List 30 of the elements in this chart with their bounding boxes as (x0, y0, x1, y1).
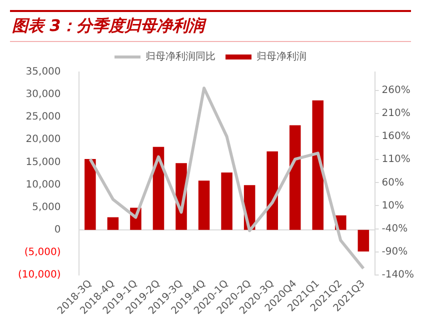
legend-label: 归母净利润 (256, 50, 306, 63)
y2-tick-label: 60% (382, 177, 404, 188)
bar (289, 125, 301, 230)
y-tick-label: 0 (54, 224, 61, 236)
y-tick-label: 20,000 (26, 134, 61, 146)
y-tick-label: 5,000 (32, 202, 61, 213)
y2-tick-label: 10% (382, 200, 404, 212)
bar (198, 180, 210, 230)
y2-tick-label: -140% (382, 269, 414, 280)
y2-tick-label: 210% (382, 108, 410, 120)
legend-label: 归母净利润同比 (146, 50, 216, 63)
bar (84, 159, 96, 230)
chart-title: 图表 3：分季度归母净利润 (10, 10, 411, 42)
y-tick-label: (5,000) (24, 246, 61, 258)
bar (266, 151, 278, 230)
y-tick-label: 25,000 (26, 112, 61, 123)
bar (107, 217, 119, 230)
y2-tick-label: -90% (382, 246, 408, 258)
y2-tick-label: 110% (382, 154, 410, 166)
bar (312, 100, 324, 230)
y2-tick-label: 260% (382, 85, 410, 96)
y-tick-label: (10,000) (18, 269, 61, 280)
y-tick-label: 10,000 (26, 179, 61, 190)
y-tick-label: 30,000 (26, 89, 61, 100)
y2-tick-label: 160% (382, 131, 410, 142)
y2-tick-label: -40% (382, 223, 408, 234)
bar (221, 172, 232, 230)
y-tick-label: 15,000 (26, 156, 61, 168)
bar (358, 230, 370, 252)
y-tick-label: 35,000 (26, 66, 61, 78)
